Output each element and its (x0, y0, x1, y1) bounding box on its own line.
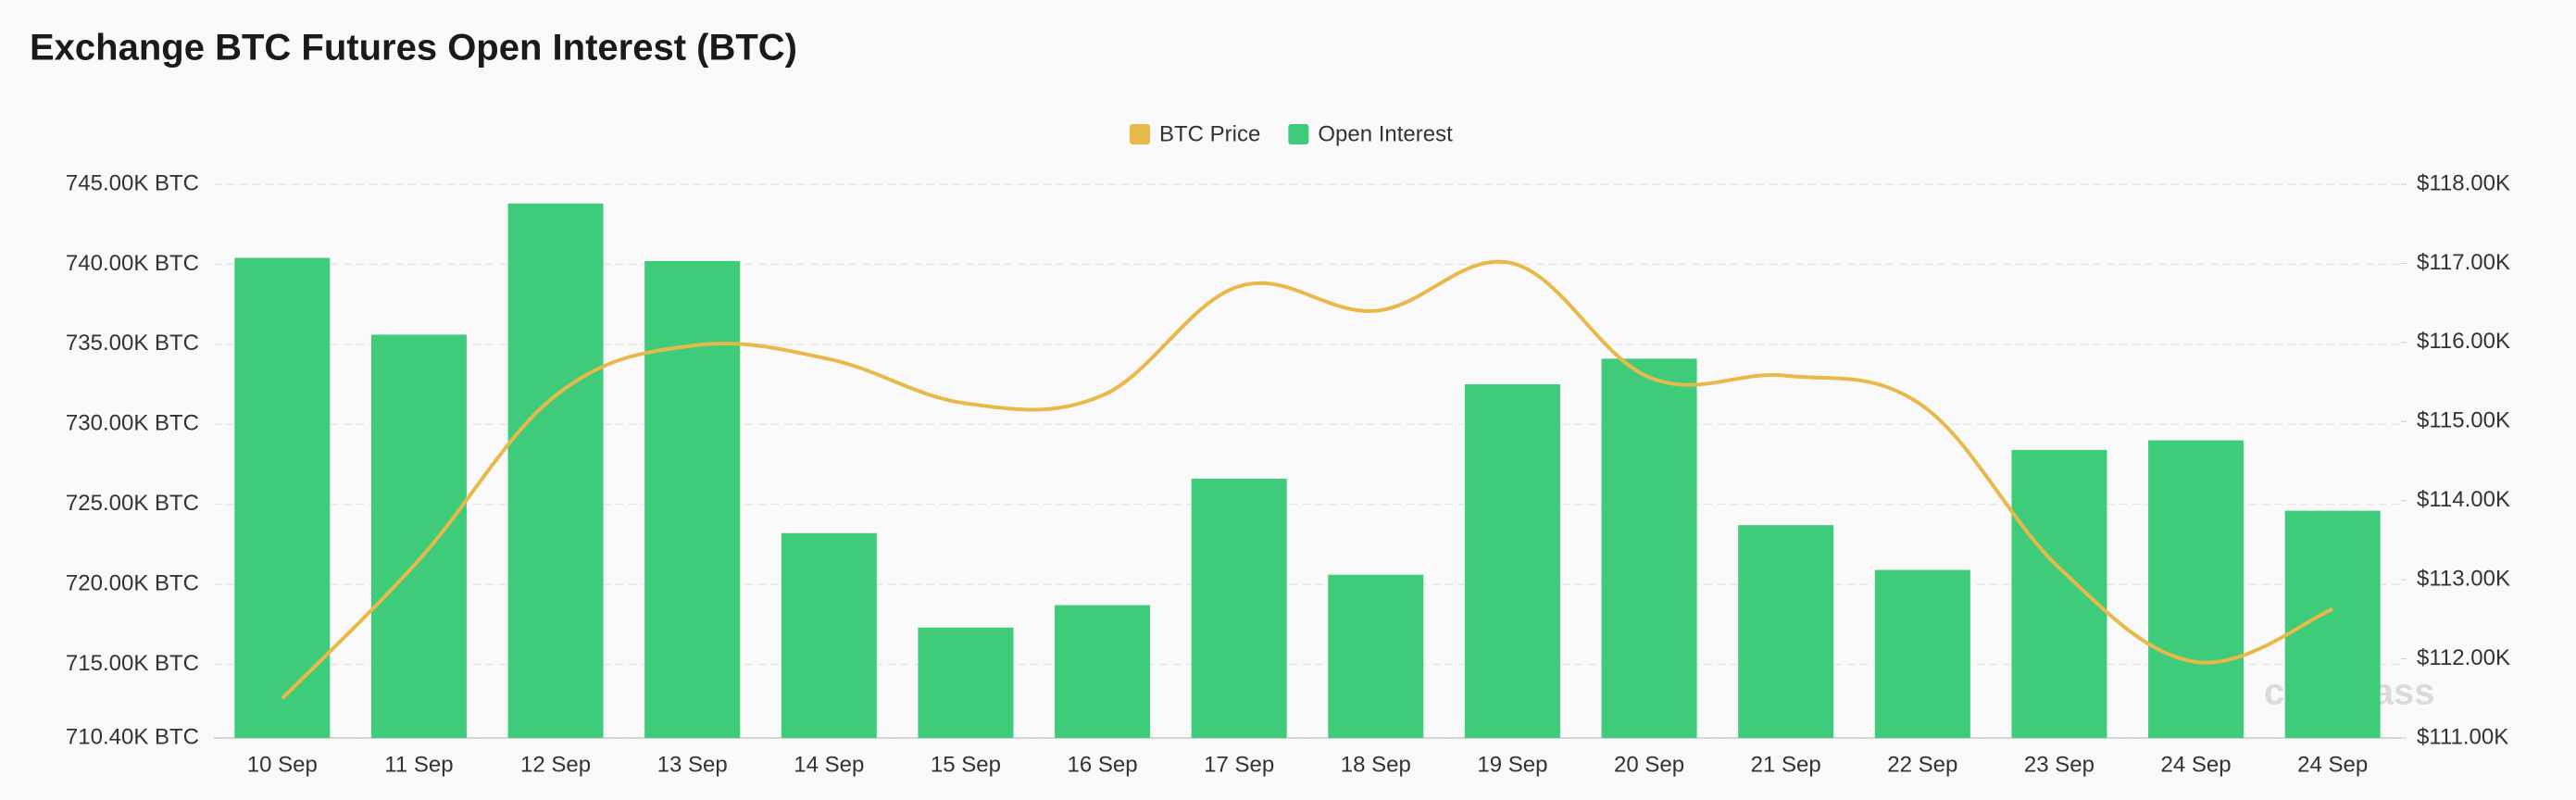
bar (2148, 440, 2245, 738)
x-tick-label: 20 Sep (1614, 752, 1684, 777)
bar (644, 260, 741, 738)
y-tick-label: 710.40K BTC (66, 724, 199, 749)
bar (234, 257, 331, 738)
bar (507, 203, 604, 739)
x-tick-label: 17 Sep (1204, 752, 1274, 777)
y2-tick-label: $111.00K (2417, 724, 2508, 749)
bar (1601, 358, 1697, 738)
chart-title: Exchange BTC Futures Open Interest (BTC) (30, 28, 797, 69)
x-tick-label: 13 Sep (657, 752, 728, 777)
y-tick-label: 725.00K BTC (66, 491, 199, 516)
x-tick-label: 18 Sep (1341, 752, 1411, 777)
price-line (281, 259, 2333, 700)
x-tick-label: 24 Sep (2161, 752, 2232, 777)
y2-tick-label: $113.00K (2417, 566, 2510, 591)
bar (781, 532, 877, 738)
y2-tick-label: $114.00K (2417, 487, 2510, 512)
y-tick-label: 740.00K BTC (66, 251, 199, 276)
legend-label: Open Interest (1318, 121, 1453, 146)
x-tick-label: 15 Sep (931, 752, 1001, 777)
legend-swatch (1130, 124, 1150, 144)
y-tick-label: 735.00K BTC (66, 331, 199, 356)
y2-tick-label: $112.00K (2417, 645, 2510, 670)
bar (1464, 384, 1560, 738)
bar (1328, 574, 1424, 738)
y-tick-label: 720.00K BTC (66, 570, 199, 595)
y2-tick-label: $116.00K (2417, 329, 2510, 354)
bar (1738, 525, 1834, 738)
y2-tick-label: $118.00K (2417, 170, 2510, 195)
legend-label: BTC Price (1159, 121, 1260, 146)
bar (918, 627, 1014, 738)
x-tick-label: 14 Sep (794, 752, 864, 777)
x-tick-label: 12 Sep (520, 752, 591, 777)
bar (370, 334, 467, 738)
x-tick-label: 16 Sep (1068, 752, 1138, 777)
legend-swatch (1288, 124, 1309, 144)
bar (2011, 449, 2107, 738)
bar (1191, 479, 1287, 738)
y-tick-label: 730.00K BTC (66, 411, 199, 436)
bar (1055, 605, 1151, 738)
bar (1874, 569, 1970, 738)
y2-tick-label: $117.00K (2417, 250, 2510, 275)
y-tick-label: 745.00K BTC (66, 170, 199, 195)
x-tick-label: 23 Sep (2024, 752, 2095, 777)
x-tick-label: 10 Sep (247, 752, 318, 777)
y2-tick-label: $115.00K (2417, 408, 2510, 433)
x-tick-label: 11 Sep (384, 752, 453, 777)
x-tick-label: 21 Sep (1751, 752, 1821, 777)
x-tick-label: 22 Sep (1887, 752, 1957, 777)
y-tick-label: 715.00K BTC (66, 651, 199, 676)
x-tick-label: 19 Sep (1477, 752, 1547, 777)
bar (2284, 510, 2381, 738)
x-tick-label: 24 Sep (2297, 752, 2368, 777)
